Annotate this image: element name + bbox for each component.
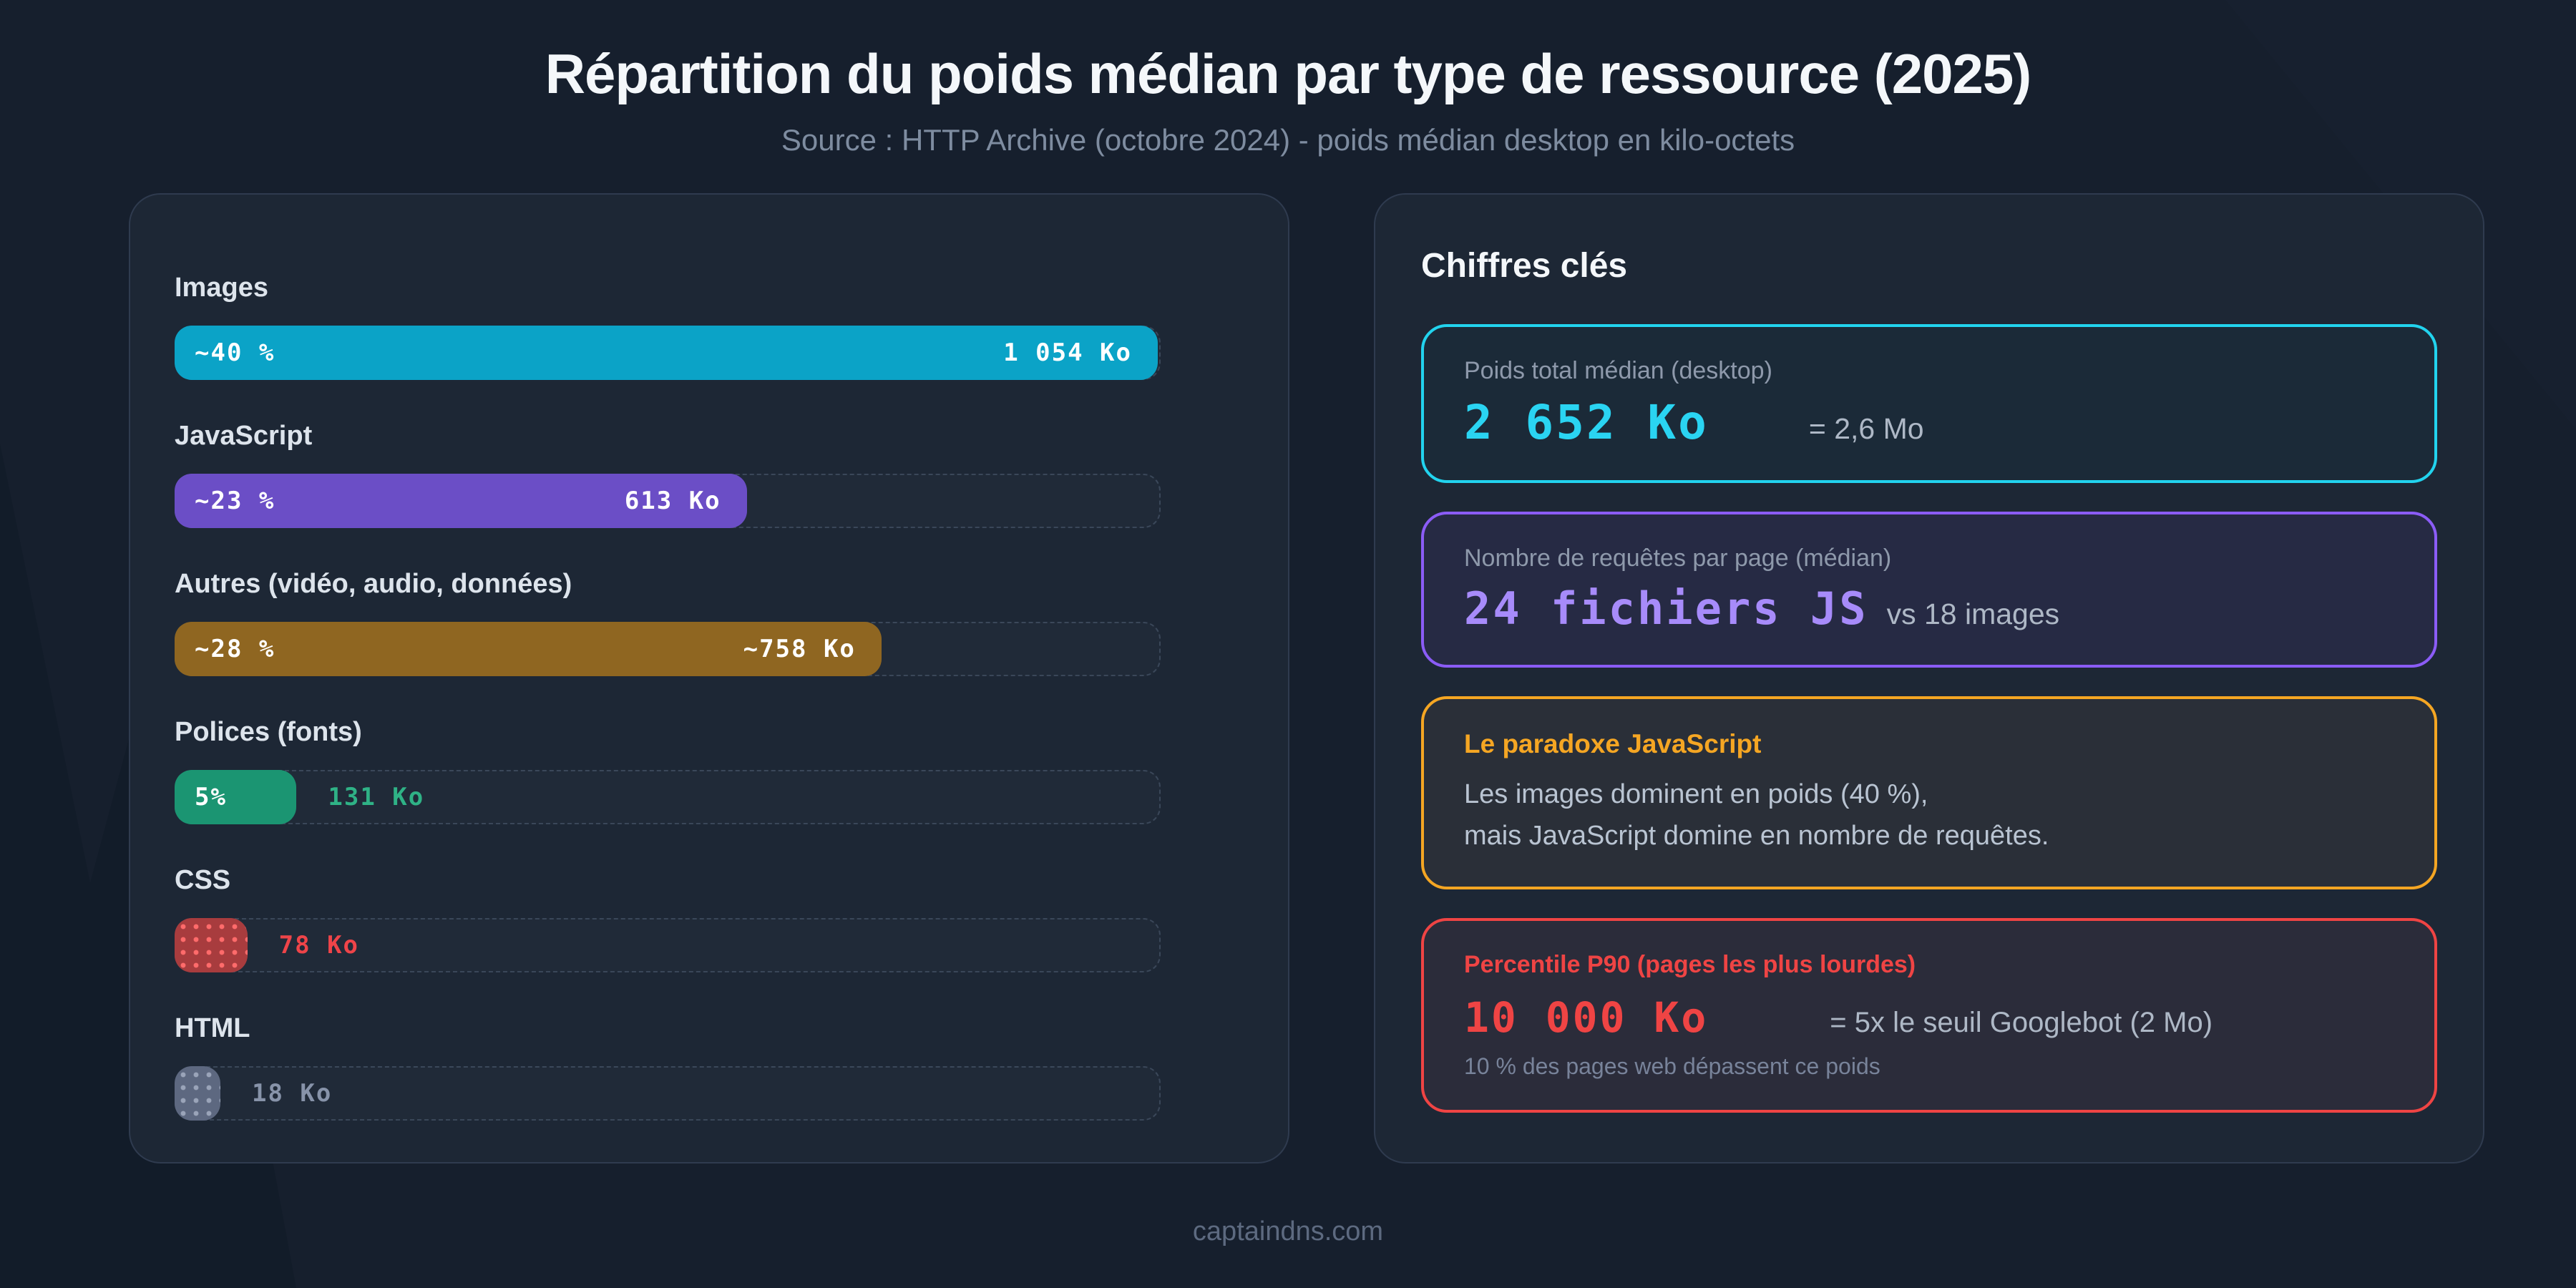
card-value-row: 2 652 Ko = 2,6 Mo [1464, 395, 2394, 450]
bar-fill-html [175, 1066, 220, 1121]
card-suffix: vs 18 images [1886, 597, 2060, 630]
bar-track: 18 Ko [175, 1066, 1161, 1121]
page-subtitle: Source : HTTP Archive (octobre 2024) - p… [781, 123, 1795, 157]
card-suffix: = 2,6 Mo [1808, 412, 1924, 445]
card-p90: Percentile P90 (pages les plus lourdes) … [1421, 918, 2437, 1113]
bar-fill-images: ~40 % 1 054 Ko [175, 326, 1158, 380]
bar-track: ~23 % 613 Ko [175, 474, 1161, 528]
card-title: Percentile P90 (pages les plus lourdes) [1464, 951, 1916, 978]
bar-fill-polices: 5% [175, 770, 297, 824]
bar-label: HTML [175, 1013, 250, 1043]
bar-percent-label: ~40 % [195, 338, 275, 367]
bar-row-css: CSS 78 Ko [175, 864, 1161, 972]
bar-track: 78 Ko [175, 918, 1161, 972]
bar-label: Polices (fonts) [175, 717, 362, 747]
card-requests: Nombre de requêtes par page (médian) 24 … [1421, 512, 2437, 668]
key-figures-heading: Chiffres clés [1421, 247, 1628, 285]
card-title: Le paradoxe JavaScript [1464, 729, 1762, 758]
footer-watermark: captaindns.com [1192, 1216, 1384, 1246]
bar-value-label: 78 Ko [278, 931, 360, 960]
bar-percent-label: 5% [195, 783, 227, 811]
bar-label: Images [175, 273, 268, 303]
card-label: Poids total médian (desktop) [1464, 357, 1772, 384]
bar-value-label: 613 Ko [624, 487, 721, 515]
card-value: 24 fichiers JS [1464, 582, 1868, 635]
card-footnote: 10 % des pages web dépassent ce poids [1464, 1053, 1880, 1079]
page-title: Répartition du poids médian par type de … [545, 42, 2032, 105]
bar-row-javascript: JavaScript ~23 % 613 Ko [175, 420, 1161, 528]
bar-value-label: 131 Ko [328, 783, 425, 811]
card-label: Nombre de requêtes par page (médian) [1464, 545, 1892, 572]
card-value: 10 000 Ko [1464, 993, 1709, 1042]
card-suffix: = 5x le seuil Googlebot (2 Mo) [1830, 1007, 2213, 1038]
bar-label: Autres (vidéo, audio, données) [175, 569, 572, 599]
bar-label: JavaScript [175, 421, 313, 451]
bar-row-html: HTML 18 Ko [175, 1013, 1161, 1121]
bar-row-polices: Polices (fonts) 5% 131 Ko [175, 716, 1161, 824]
card-js-paradox: Le paradoxe JavaScript Les images domine… [1421, 696, 2437, 889]
bar-percent-label: ~23 % [195, 487, 275, 515]
bar-value-label: 18 Ko [252, 1079, 333, 1108]
bar-chart-panel: Images ~40 % 1 054 Ko JavaScript ~23 % 6… [129, 193, 1289, 1163]
bar-fill-css [175, 918, 248, 972]
bar-row-autres: Autres (vidéo, audio, données) ~28 % ~75… [175, 568, 1161, 676]
card-value-row: 10 000 Ko = 5x le seuil Googlebot (2 Mo) [1464, 993, 2394, 1042]
bar-row-images: Images ~40 % 1 054 Ko [175, 272, 1161, 380]
card-value-row: 24 fichiers JS vs 18 images [1464, 582, 2394, 635]
bar-track: 5% 131 Ko [175, 770, 1161, 824]
bar-track: ~40 % 1 054 Ko [175, 326, 1161, 380]
bar-label: CSS [175, 865, 231, 895]
bar-percent-label: ~28 % [195, 635, 275, 663]
bar-value-label: ~758 Ko [743, 635, 856, 663]
card-value: 2 652 Ko [1464, 395, 1709, 450]
card-body-line: mais JavaScript domine en nombre de requ… [1464, 821, 2049, 851]
card-total-weight: Poids total médian (desktop) 2 652 Ko = … [1421, 324, 2437, 483]
key-figures-panel: Chiffres clés Poids total médian (deskto… [1374, 193, 2484, 1163]
card-body-line: Les images dominent en poids (40 %), [1464, 779, 1928, 809]
bar-fill-autres: ~28 % ~758 Ko [175, 622, 882, 676]
bar-fill-javascript: ~23 % 613 Ko [175, 474, 747, 528]
bar-value-label: 1 054 Ko [1003, 338, 1132, 367]
bar-track: ~28 % ~758 Ko [175, 622, 1161, 676]
